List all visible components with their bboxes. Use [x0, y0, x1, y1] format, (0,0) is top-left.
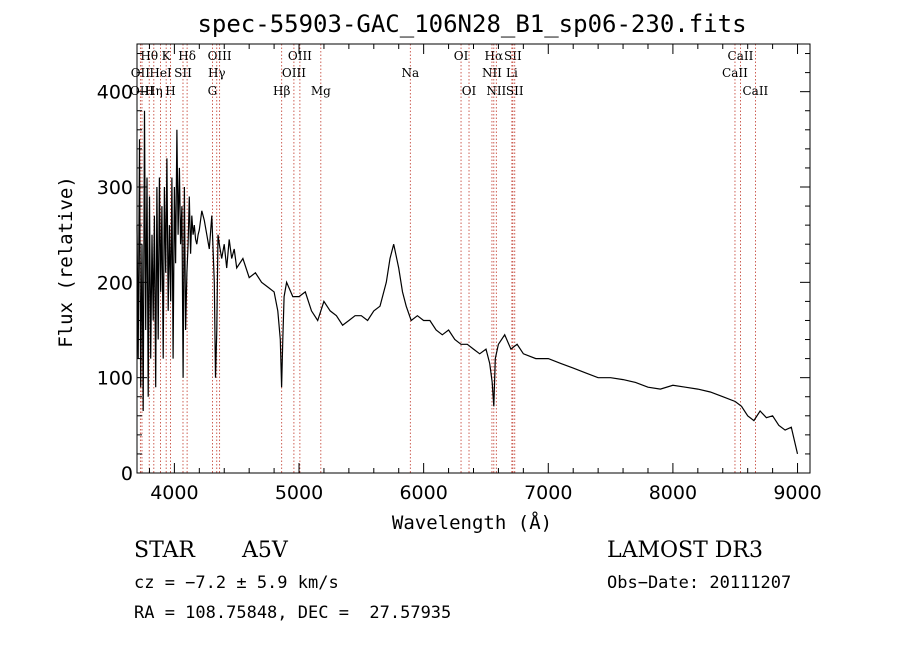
- axis-ticks-layer: 4000 5000 6000 7000 8000 9000 0 100 200 300 400: [97, 44, 822, 504]
- spectral-line-label: Hα: [485, 49, 504, 63]
- x-tick-label: 6000: [399, 482, 447, 504]
- object-class: STAR: [134, 538, 195, 563]
- spectral-line-label: Mg: [311, 84, 331, 98]
- spectral-line-label: OIII: [282, 66, 306, 80]
- x-tick-label: 4000: [150, 482, 198, 504]
- y-tick-label: 100: [97, 368, 133, 390]
- chart-title: spec-55903-GAC_106N28_B1_sp06-230.fits: [197, 10, 746, 38]
- spectral-line-label: NII: [486, 84, 506, 98]
- spectral-line-label: SII: [174, 66, 192, 80]
- x-tick-label: 8000: [649, 482, 697, 504]
- spectrum-series-line: [136, 110, 799, 455]
- spectral-line-label: OIII: [288, 49, 312, 63]
- coordinates-readout: RA = 108.75848, DEC = 27.57935: [134, 603, 452, 623]
- spectral-line-label: OI: [462, 84, 477, 98]
- plot-frame: [136, 43, 811, 474]
- spectral-line-label: CaII: [728, 49, 754, 63]
- obs-date: Obs−Date: 20111207: [607, 573, 792, 593]
- spectral-line-label: G: [208, 84, 218, 98]
- spectral-line-label: Hη: [145, 84, 163, 98]
- spectral-line-label: K: [162, 49, 172, 63]
- x-tick-label: 5000: [275, 482, 323, 504]
- spectral-line-label: CaII: [722, 66, 748, 80]
- spectral-line-label: Hγ: [208, 66, 226, 80]
- spectral-line-label: Hδ: [178, 49, 196, 63]
- spectral-line-label: H: [165, 84, 175, 98]
- spectral-line-label: Na: [401, 66, 419, 80]
- spectral-line-label: CaII: [742, 84, 768, 98]
- y-tick-label: 0: [121, 463, 133, 485]
- x-tick-label: 7000: [524, 482, 572, 504]
- spectral-line-label: OIII: [208, 49, 232, 63]
- y-tick-label: 200: [97, 272, 133, 294]
- spectral-line-label: OIII: [130, 84, 154, 98]
- spectral-line-label: Li: [506, 66, 518, 80]
- spectral-line-label: OI: [454, 49, 469, 63]
- object-subclass: A5V: [242, 538, 288, 563]
- x-tick-label: 9000: [773, 482, 821, 504]
- spectral-line-label: Hθ: [140, 49, 158, 63]
- y-axis-label: Flux (relative): [55, 176, 77, 348]
- spectral-line-label: SII: [506, 84, 524, 98]
- y-tick-label: 300: [97, 177, 133, 199]
- spectral-line-label: NII: [482, 66, 502, 80]
- y-tick-label: 400: [97, 82, 133, 104]
- survey-name: LAMOST DR3: [607, 538, 763, 563]
- x-axis-label: Wavelength (Å): [392, 511, 552, 534]
- spectral-line-label: SII: [504, 49, 522, 63]
- spectral-line-label: HeI: [149, 66, 172, 80]
- spectral-line-label: Hβ: [273, 84, 290, 98]
- velocity-readout: cz = −7.2 ± 5.9 km/s: [134, 573, 339, 593]
